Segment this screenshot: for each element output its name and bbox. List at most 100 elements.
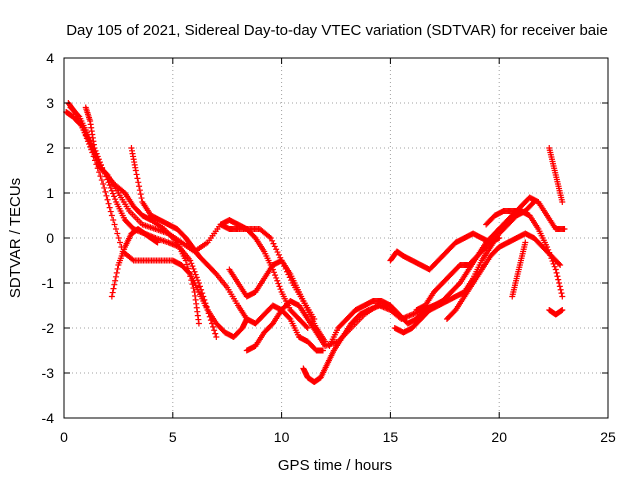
- plus-marker: [109, 190, 116, 197]
- plus-marker: [559, 307, 566, 313]
- plus-marker: [105, 200, 112, 207]
- plus-marker: [554, 273, 561, 280]
- plus-marker: [112, 196, 119, 203]
- plus-marker: [132, 167, 139, 174]
- plus-marker: [107, 184, 114, 191]
- series-s15: [443, 230, 564, 322]
- plus-marker: [192, 271, 199, 278]
- plus-marker: [210, 323, 217, 330]
- plus-marker: [553, 269, 560, 276]
- y-tick-label: 2: [46, 140, 54, 156]
- plus-marker: [103, 192, 110, 199]
- plus-marker: [206, 313, 213, 320]
- plus-marker: [96, 169, 103, 176]
- x-tick-label: 0: [60, 429, 68, 445]
- plus-marker: [551, 263, 558, 270]
- plus-marker: [112, 273, 119, 280]
- plus-marker: [97, 173, 104, 180]
- plus-marker: [544, 244, 551, 250]
- plus-marker: [303, 323, 310, 330]
- plus-marker: [108, 293, 115, 300]
- plus-marker: [304, 325, 311, 331]
- plus-marker: [203, 303, 210, 310]
- plus-marker: [189, 263, 196, 270]
- plus-marker: [92, 147, 99, 154]
- plus-marker: [273, 246, 280, 253]
- plus-marker: [110, 285, 117, 292]
- plus-marker: [550, 260, 557, 267]
- plus-marker: [97, 161, 104, 168]
- plus-marker: [213, 334, 220, 340]
- plus-marker: [194, 277, 201, 284]
- y-tick-label: -4: [42, 410, 55, 426]
- plus-marker: [212, 330, 219, 337]
- plus-marker: [133, 171, 140, 178]
- plus-marker: [522, 239, 529, 246]
- plus-marker: [115, 235, 122, 241]
- y-tick-label: -3: [42, 365, 55, 381]
- plus-marker: [111, 193, 118, 200]
- plus-marker: [201, 296, 208, 303]
- series-s19: [546, 307, 566, 318]
- plus-marker: [195, 280, 202, 286]
- chart-title: Day 105 of 2021, Sidereal Day-to-day VTE…: [66, 22, 608, 39]
- plus-marker: [557, 286, 564, 293]
- plus-marker: [104, 196, 111, 203]
- plus-marker: [112, 277, 119, 284]
- plus-marker: [559, 199, 566, 205]
- plus-marker: [111, 281, 118, 288]
- plus-marker: [205, 310, 212, 317]
- plus-marker: [102, 188, 109, 195]
- plus-marker: [108, 187, 115, 194]
- plus-marker: [106, 182, 113, 189]
- plus-marker: [286, 274, 293, 281]
- series-s4: [82, 104, 202, 327]
- plus-marker: [288, 277, 295, 284]
- plus-marker: [95, 156, 102, 163]
- series-s18: [546, 145, 566, 205]
- plus-marker: [189, 281, 196, 288]
- plus-marker: [96, 159, 103, 166]
- plus-marker: [547, 252, 554, 259]
- plus-marker: [319, 347, 326, 354]
- plus-marker: [106, 204, 113, 211]
- plus-marker: [186, 269, 193, 276]
- plus-marker: [207, 317, 214, 324]
- plus-marker: [274, 249, 281, 256]
- plus-marker: [134, 175, 141, 182]
- x-tick-label: 15: [383, 429, 399, 445]
- x-tick-label: 20: [491, 429, 507, 445]
- plus-marker: [197, 283, 203, 290]
- plus-marker: [138, 195, 145, 202]
- plus-marker: [208, 320, 215, 327]
- plus-marker: [190, 265, 197, 272]
- plus-marker: [137, 191, 144, 198]
- plus-marker: [154, 239, 161, 246]
- plus-marker: [187, 273, 194, 280]
- plus-marker: [99, 164, 106, 171]
- plus-marker: [282, 265, 289, 272]
- plus-marker: [191, 268, 198, 275]
- x-tick-label: 5: [169, 429, 177, 445]
- plus-marker: [559, 293, 566, 300]
- plus-marker: [188, 260, 195, 267]
- plus-marker: [275, 251, 282, 258]
- plus-marker: [266, 233, 273, 240]
- plus-marker: [549, 258, 556, 265]
- plus-marker: [556, 280, 563, 286]
- series-s6: [128, 145, 326, 354]
- plus-marker: [279, 260, 286, 267]
- plus-marker: [545, 246, 552, 253]
- plus-marker: [273, 274, 280, 281]
- plus-marker: [546, 249, 553, 256]
- plus-marker: [108, 212, 115, 219]
- plus-marker: [129, 256, 136, 263]
- series-s10: [300, 302, 437, 385]
- plus-marker: [117, 239, 124, 246]
- plus-marker: [211, 327, 218, 334]
- plus-marker: [311, 316, 318, 322]
- plus-marker: [552, 266, 559, 273]
- series-s5: [108, 226, 161, 300]
- y-tick-label: 1: [46, 185, 54, 201]
